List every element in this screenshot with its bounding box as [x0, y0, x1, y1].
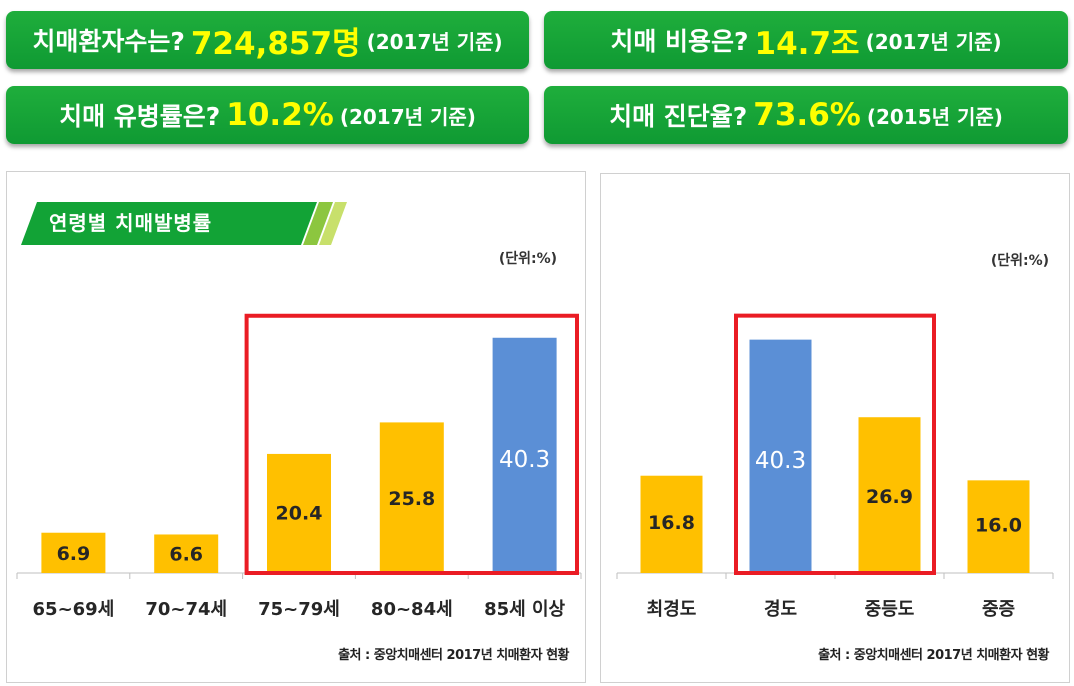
source-note: 출처 : 중앙치매센터 2017년 치매환자 현황	[818, 648, 1049, 663]
stat-value: 14.7조	[754, 25, 860, 62]
stat-question: 치매환자수는?	[32, 27, 185, 56]
bar-2	[154, 534, 219, 573]
category-label-2: 경도	[764, 599, 797, 620]
chart-title-ribbon: 연령별 치매발병률	[21, 202, 351, 249]
severity-bar-chart: 16.8 최경도 40.3 경도 26.9 중등도 16.0 중증	[616, 313, 1054, 620]
stat-question: 치매 비용은?	[610, 27, 749, 56]
category-label-3: 중등도	[865, 599, 915, 620]
bar-3	[858, 417, 921, 573]
stat-note: (2017년 기준)	[865, 29, 1002, 54]
stat-question: 치매 진단율?	[609, 102, 748, 131]
data-label-4: 25.8	[388, 488, 435, 510]
data-label-3: 26.9	[866, 486, 913, 508]
data-label-4: 16.0	[975, 514, 1022, 536]
age-chart-panel: 연령별 치매발병률 (단위:%) 6.9 65~69세 6.6 70~74세 20.4 7…	[6, 171, 586, 683]
data-label-3: 20.4	[276, 502, 323, 524]
highlight-box	[244, 313, 579, 575]
data-label-1: 16.8	[648, 512, 695, 534]
category-label-4: 중증	[982, 599, 1015, 620]
stat-note: (2015년 기준)	[866, 104, 1003, 129]
stat-note: (2017년 기준)	[366, 29, 503, 54]
stat-value: 73.6%	[753, 97, 861, 133]
stat-note: (2017년 기준)	[339, 104, 476, 129]
source-note: 출처 : 중앙치매센터 2017년 치매환자 현황	[338, 648, 569, 663]
bar-1	[640, 475, 703, 573]
stat-value: 10.2%	[226, 97, 334, 133]
bar-4	[967, 480, 1030, 573]
category-label-1: 최경도	[647, 599, 697, 620]
bar-1	[41, 532, 106, 573]
unit-label: (단위:%)	[990, 253, 1049, 269]
data-label-1: 6.9	[57, 543, 91, 565]
ribbon-shape	[21, 202, 347, 245]
bar-5	[492, 337, 557, 573]
severity-chart-panel: (단위:%) 16.8 최경도 40.3 경도 26.9 중등도 16.0 중증 출처 : 중…	[600, 173, 1070, 683]
unit-label: (단위:%)	[498, 251, 557, 267]
stat-prevalence: 치매 유병률은? 10.2% (2017년 기준)	[6, 86, 529, 144]
stat-question: 치매 유병률은?	[59, 102, 221, 131]
chart-title: 연령별 치매발병률	[49, 211, 213, 235]
category-label-1: 65~69세	[33, 599, 115, 620]
data-label-5: 40.3	[499, 447, 550, 473]
stat-dementia-patients: 치매환자수는? 724,857명 (2017년 기준)	[6, 11, 529, 69]
category-label-4: 80~84세	[371, 599, 453, 620]
data-label-2: 40.3	[755, 448, 806, 474]
category-label-2: 70~74세	[145, 599, 227, 620]
bar-4	[379, 422, 444, 573]
category-label-5: 85세 이상	[484, 599, 565, 620]
bar-3	[267, 453, 331, 573]
stat-dementia-cost: 치매 비용은? 14.7조 (2017년 기준)	[544, 11, 1068, 69]
bar-2	[749, 339, 812, 573]
age-bar-chart: 6.9 65~69세 6.6 70~74세 20.4 75~79세 25.8 80~84세 40…	[16, 313, 582, 620]
category-label-3: 75~79세	[258, 599, 340, 620]
highlight-box	[734, 313, 936, 575]
stat-diagnosis-rate: 치매 진단율? 73.6% (2015년 기준)	[544, 86, 1068, 144]
data-label-2: 6.6	[169, 544, 203, 566]
stat-value: 724,857명	[190, 25, 361, 62]
